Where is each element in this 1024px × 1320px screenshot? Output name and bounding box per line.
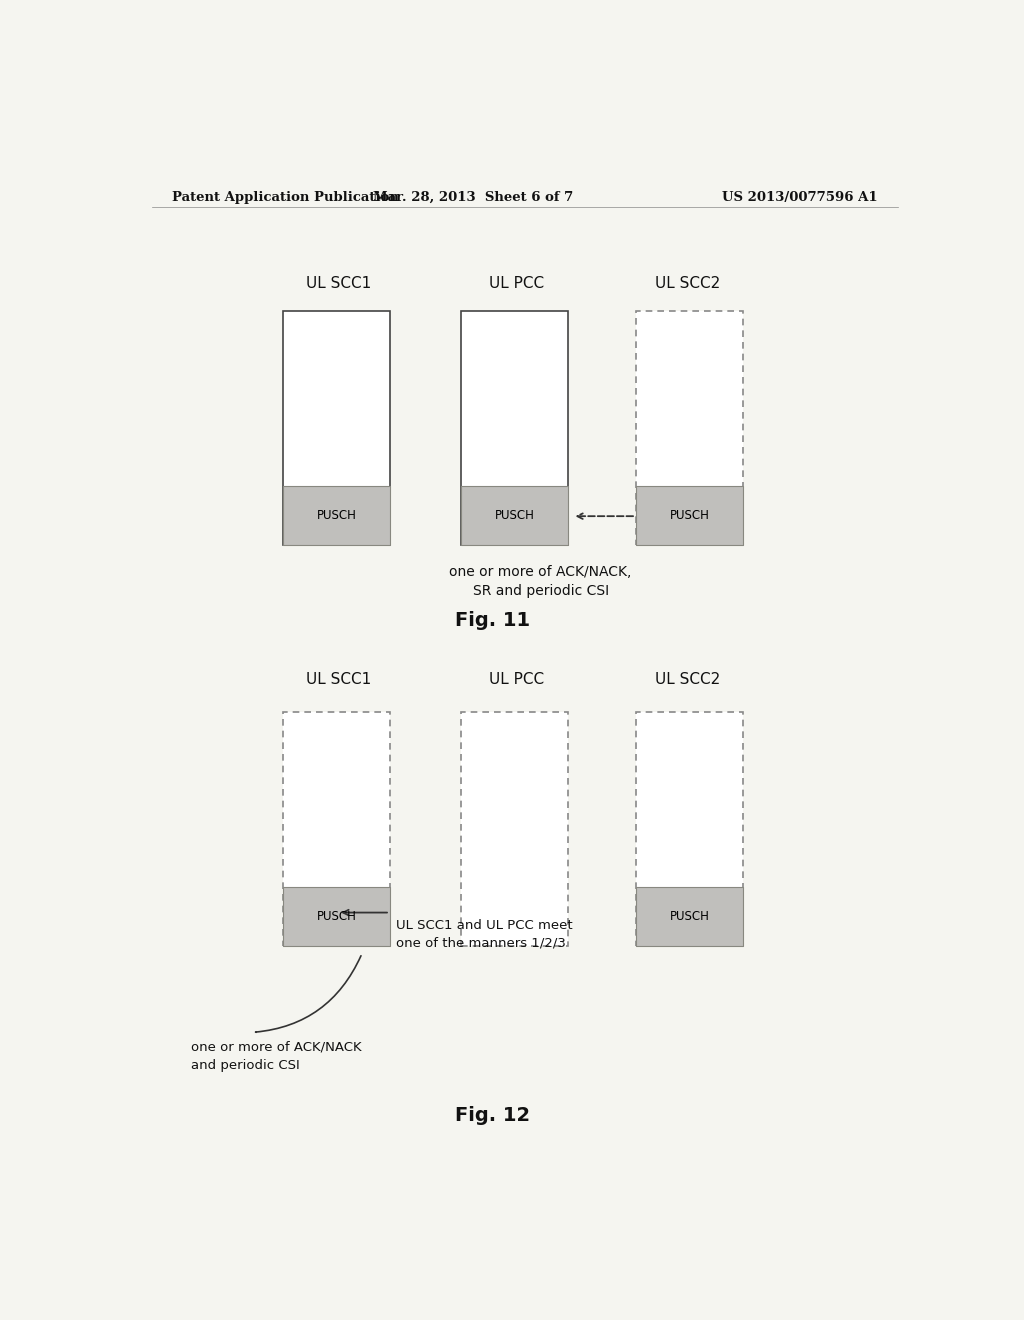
Text: PUSCH: PUSCH	[670, 508, 710, 521]
Text: PUSCH: PUSCH	[495, 508, 535, 521]
Text: one or more of ACK/NACK,
SR and periodic CSI: one or more of ACK/NACK, SR and periodic…	[450, 565, 632, 598]
Text: UL SCC2: UL SCC2	[655, 672, 720, 686]
Bar	[461, 713, 568, 946]
Text: Fig. 11: Fig. 11	[456, 611, 530, 630]
Text: UL SCC1 and UL PCC meet
one of the manners 1/2/3: UL SCC1 and UL PCC meet one of the manne…	[396, 919, 572, 949]
Bar	[636, 887, 743, 946]
Text: UL PCC: UL PCC	[489, 672, 545, 686]
Bar	[283, 887, 390, 946]
Bar	[461, 312, 568, 545]
Text: UL SCC1: UL SCC1	[306, 672, 371, 686]
Text: one or more of ACK/NACK
and periodic CSI: one or more of ACK/NACK and periodic CSI	[191, 1040, 362, 1072]
Bar	[283, 312, 390, 545]
Bar	[283, 486, 390, 545]
Text: Mar. 28, 2013  Sheet 6 of 7: Mar. 28, 2013 Sheet 6 of 7	[373, 191, 573, 203]
Bar	[636, 713, 743, 946]
Text: PUSCH: PUSCH	[316, 508, 356, 521]
Text: Fig. 12: Fig. 12	[456, 1106, 530, 1125]
Text: UL PCC: UL PCC	[489, 276, 545, 290]
Bar	[636, 486, 743, 545]
Text: UL SCC2: UL SCC2	[655, 276, 720, 290]
FancyArrowPatch shape	[256, 956, 361, 1032]
Bar	[461, 486, 568, 545]
Bar	[283, 713, 390, 946]
Text: Patent Application Publication: Patent Application Publication	[172, 191, 398, 203]
Bar	[636, 312, 743, 545]
Text: PUSCH: PUSCH	[316, 909, 356, 923]
Text: PUSCH: PUSCH	[670, 909, 710, 923]
Text: UL SCC1: UL SCC1	[306, 276, 371, 290]
Text: US 2013/0077596 A1: US 2013/0077596 A1	[722, 191, 878, 203]
